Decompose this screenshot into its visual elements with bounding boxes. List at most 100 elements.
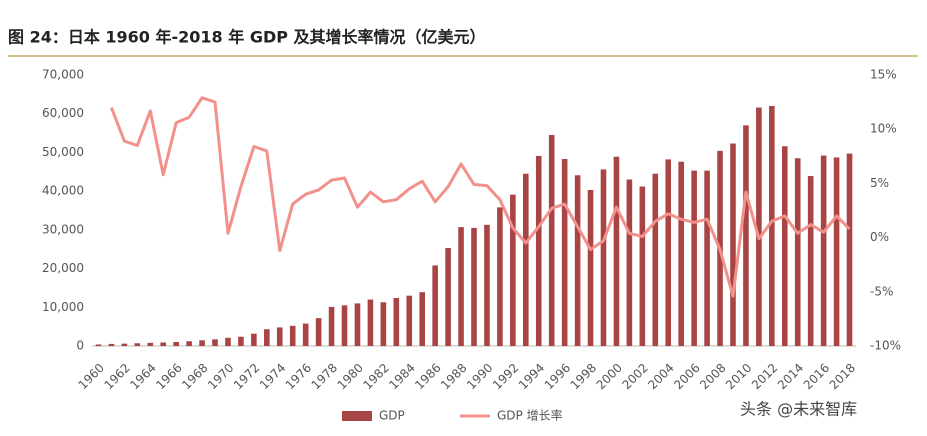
bar [328, 306, 335, 346]
y-tick-label: -5% [870, 284, 893, 298]
bar [846, 153, 853, 346]
y-tick-label: 15% [870, 68, 897, 82]
bar [147, 342, 154, 346]
x-tick-label: 1980 [335, 361, 366, 392]
bar [264, 329, 270, 346]
y-tick-label: 0% [870, 230, 889, 244]
bar [108, 343, 115, 346]
bar [769, 105, 775, 346]
legend-label: GDP [379, 409, 405, 423]
y-tick-label: 10,000 [42, 300, 84, 314]
x-tick-label: 1968 [179, 361, 210, 392]
bar [613, 156, 620, 346]
bar [445, 248, 451, 346]
x-tick-label: 1990 [464, 361, 495, 392]
x-tick-label: 2010 [723, 361, 754, 392]
y-tick-label: 20,000 [42, 261, 84, 275]
x-tick-label: 1976 [283, 361, 314, 392]
bar [341, 305, 348, 346]
x-tick-label: 1984 [386, 361, 417, 392]
x-tick-label: 2012 [749, 361, 780, 392]
x-tick-label: 1960 [76, 361, 107, 392]
bar [458, 227, 464, 346]
bar [574, 175, 581, 346]
y-tick-label: 70,000 [42, 68, 84, 82]
x-tick-label: 2004 [645, 361, 676, 392]
y-tick-label: 0 [76, 339, 84, 353]
bar [315, 318, 322, 346]
bar [756, 107, 762, 347]
x-tick-label: 1978 [309, 361, 340, 392]
bar [510, 194, 516, 346]
x-tick-label: 1982 [360, 361, 391, 392]
y-tick-label: 50,000 [42, 145, 84, 159]
y-tick-label: 30,000 [42, 222, 84, 236]
bar [432, 265, 438, 346]
x-tick-label: 1962 [101, 361, 132, 392]
x-tick-label: 1964 [127, 361, 158, 392]
bar [548, 135, 555, 346]
bar [807, 176, 814, 346]
bar [380, 302, 387, 346]
bar [160, 342, 167, 346]
x-tick-label: 2000 [594, 361, 625, 392]
bar [522, 173, 529, 346]
bar [238, 336, 244, 346]
bar [639, 186, 646, 346]
bar [730, 143, 736, 346]
x-tick-label: 2018 [827, 361, 858, 392]
y-tick-label: 40,000 [42, 184, 84, 198]
x-tick-label: 1992 [490, 361, 521, 392]
bar [691, 170, 697, 346]
chart-title: 图 24：日本 1960 年-2018 年 GDP 及其增长率情况（亿美元） [8, 28, 486, 47]
bar [354, 303, 361, 346]
bar [186, 341, 192, 346]
bar [484, 224, 490, 346]
y-tick-label: 5% [870, 176, 889, 190]
legend-label: GDP 增长率 [497, 408, 563, 423]
x-tick-label: 1972 [231, 361, 262, 392]
bar [393, 297, 400, 346]
x-tick-label: 1970 [205, 361, 236, 392]
bar [406, 295, 413, 346]
bar [600, 169, 607, 346]
bar [367, 299, 374, 346]
bar [833, 157, 840, 346]
x-tick-label: 1988 [438, 361, 469, 392]
watermark: 头条 @未来智库 [740, 400, 857, 419]
legend-swatch [342, 411, 372, 421]
bar [587, 189, 594, 346]
bar [781, 146, 788, 346]
bar [251, 333, 257, 346]
bar [535, 155, 542, 346]
bar [134, 343, 141, 346]
y-tick-label: 10% [870, 122, 897, 136]
x-tick-label: 1966 [153, 361, 184, 392]
bar [704, 170, 710, 346]
bar [121, 343, 128, 346]
bar [212, 339, 218, 346]
line [110, 96, 851, 298]
y-tick-label: 60,000 [42, 106, 84, 120]
bar [302, 323, 309, 346]
x-tick-label: 2008 [697, 361, 728, 392]
bar [820, 155, 827, 346]
x-tick-label: 2006 [671, 361, 702, 392]
x-tick-label: 1974 [257, 361, 288, 392]
x-tick-label: 2014 [775, 361, 806, 392]
x-tick-label: 2016 [801, 361, 832, 392]
bar [199, 340, 205, 346]
bar [225, 337, 231, 346]
bar [289, 325, 296, 346]
bar [626, 179, 633, 346]
bar [497, 207, 503, 346]
x-tick-label: 2002 [619, 361, 650, 392]
x-tick-label: 1994 [516, 361, 547, 392]
bar [652, 173, 659, 346]
x-tick-label: 1998 [568, 361, 599, 392]
x-tick-label: 1986 [412, 361, 443, 392]
bar [173, 341, 179, 346]
x-tick-label: 1996 [542, 361, 573, 392]
bar [665, 159, 672, 346]
